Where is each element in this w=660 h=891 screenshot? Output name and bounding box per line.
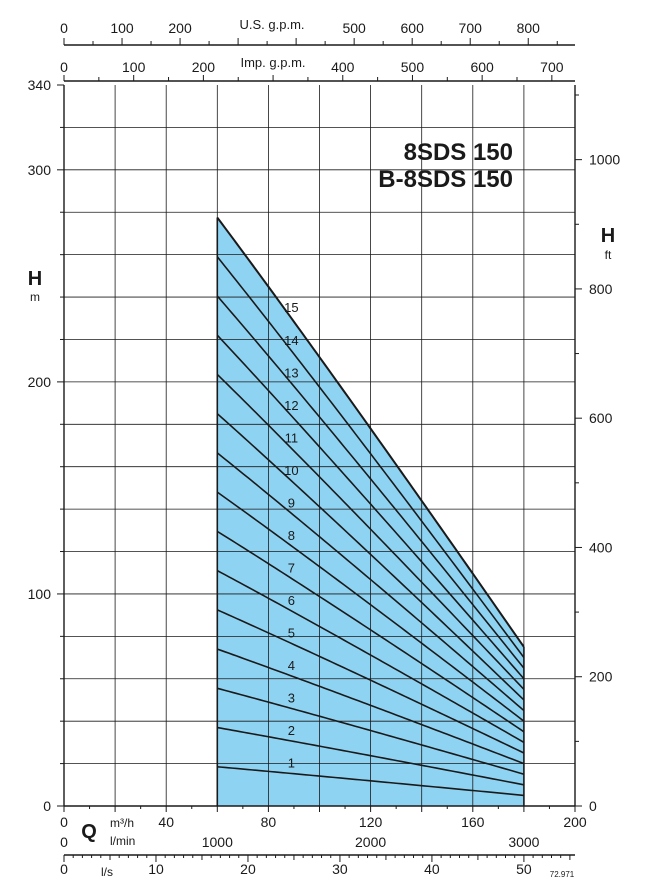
curve-14 [216, 256, 525, 659]
x-usgpm-tick-label: 500 [342, 20, 366, 36]
curve-label-12: 12 [284, 398, 298, 413]
y-left-tick-label: 340 [28, 77, 52, 93]
y-right-tick-label: 800 [589, 281, 613, 297]
x-ls-tick-label: 40 [424, 861, 440, 877]
curve-4 [217, 648, 525, 765]
x-ls-tick-label: 10 [148, 861, 164, 877]
y-left-tick-label: 300 [28, 162, 52, 178]
x-m3h-unit: m³/h [110, 816, 134, 830]
curve-3 [217, 687, 525, 775]
curve-1 [217, 765, 524, 797]
y-left-label: H [28, 268, 42, 290]
curve-label-14: 14 [284, 333, 298, 348]
x-usgpm-tick-label: 600 [401, 20, 425, 36]
x-m3h-tick-label: 120 [359, 814, 383, 830]
chart-title: 8SDS 150 [404, 139, 513, 166]
x-ls-unit: l/s [101, 865, 113, 879]
x-m3h-tick-label: 0 [60, 814, 68, 830]
x-lmin-unit: l/min [110, 834, 135, 848]
y-right-unit: ft [605, 248, 612, 262]
x-lmin-tick-label: 2000 [355, 834, 386, 850]
x-m3h-tick-label: 80 [261, 814, 277, 830]
curve-2 [217, 726, 525, 786]
curve-label-2: 2 [288, 723, 295, 738]
curve-label-13: 13 [284, 365, 298, 380]
x-usgpm-unit: U.S. g.p.m. [239, 17, 304, 32]
x-lmin-tick-label: 1000 [202, 834, 233, 850]
curve-6 [216, 569, 525, 744]
curve-label-1: 1 [288, 755, 295, 770]
x-lmin-tick-label: 3000 [508, 834, 539, 850]
x-usgpm-tick-label: 0 [60, 20, 68, 36]
curve-label-9: 9 [288, 495, 295, 510]
x-m3h-tick-label: 40 [158, 814, 174, 830]
x-ls-tick-label: 50 [516, 861, 532, 877]
curve-label-5: 5 [288, 625, 295, 640]
y-left-unit: m [30, 290, 40, 304]
x-impgpm-tick-label: 500 [401, 59, 425, 75]
y-right-tick-label: 0 [589, 798, 597, 814]
x-ls-tick-label: 20 [240, 861, 256, 877]
x-m3h-tick-label: 160 [461, 814, 485, 830]
x-impgpm-tick-label: 400 [331, 59, 355, 75]
x-usgpm-tick-label: 700 [459, 20, 483, 36]
curve-13 [216, 295, 525, 669]
x-usgpm-tick-label: 200 [168, 20, 192, 36]
y-right-label: H [601, 225, 615, 247]
curve-15 [216, 216, 525, 648]
y-right-tick-label: 200 [589, 669, 613, 685]
curve-11 [216, 373, 525, 690]
y-left-tick-label: 100 [28, 586, 52, 602]
y-right-tick-label: 1000 [589, 152, 620, 168]
curve-label-10: 10 [284, 463, 298, 478]
y-right-tick-label: 400 [589, 539, 613, 555]
curve-10 [216, 413, 525, 701]
curve-5 [216, 609, 525, 754]
curve-label-4: 4 [288, 658, 295, 673]
curve-label-11: 11 [285, 430, 299, 445]
curve-label-3: 3 [288, 690, 295, 705]
curves-layer [216, 216, 525, 806]
x-impgpm-tick-label: 100 [122, 59, 146, 75]
x-impgpm-tick-label: 700 [540, 59, 564, 75]
x-impgpm-tick-label: 600 [470, 59, 494, 75]
x-lmin-tick-label: 0 [60, 834, 68, 850]
x-usgpm-tick-label: 100 [110, 20, 134, 36]
x-q-label: Q [81, 821, 97, 843]
x-ls-tick-label: 0 [60, 861, 68, 877]
x-m3h-tick-label: 200 [563, 814, 587, 830]
curve-label-7: 7 [288, 560, 295, 575]
y-left-tick-label: 0 [43, 798, 51, 814]
x-impgpm-tick-label: 0 [60, 59, 68, 75]
x-ls-tick-label: 30 [332, 861, 348, 877]
curve-8 [216, 491, 525, 722]
curve-label-6: 6 [288, 593, 295, 608]
curve-7 [216, 530, 525, 733]
curve-12 [216, 334, 525, 680]
y-right-tick-label: 600 [589, 410, 613, 426]
x-usgpm-tick-label: 800 [517, 20, 541, 36]
x-impgpm-unit: Imp. g.p.m. [240, 55, 305, 70]
x-impgpm-tick-label: 200 [192, 59, 216, 75]
curve-label-15: 15 [284, 300, 298, 315]
curve-9 [216, 452, 525, 712]
footnote: 72.971 [550, 870, 575, 879]
curve-label-8: 8 [288, 528, 295, 543]
y-left-tick-label: 200 [28, 374, 52, 390]
chart-subtitle: B-8SDS 150 [378, 166, 513, 193]
